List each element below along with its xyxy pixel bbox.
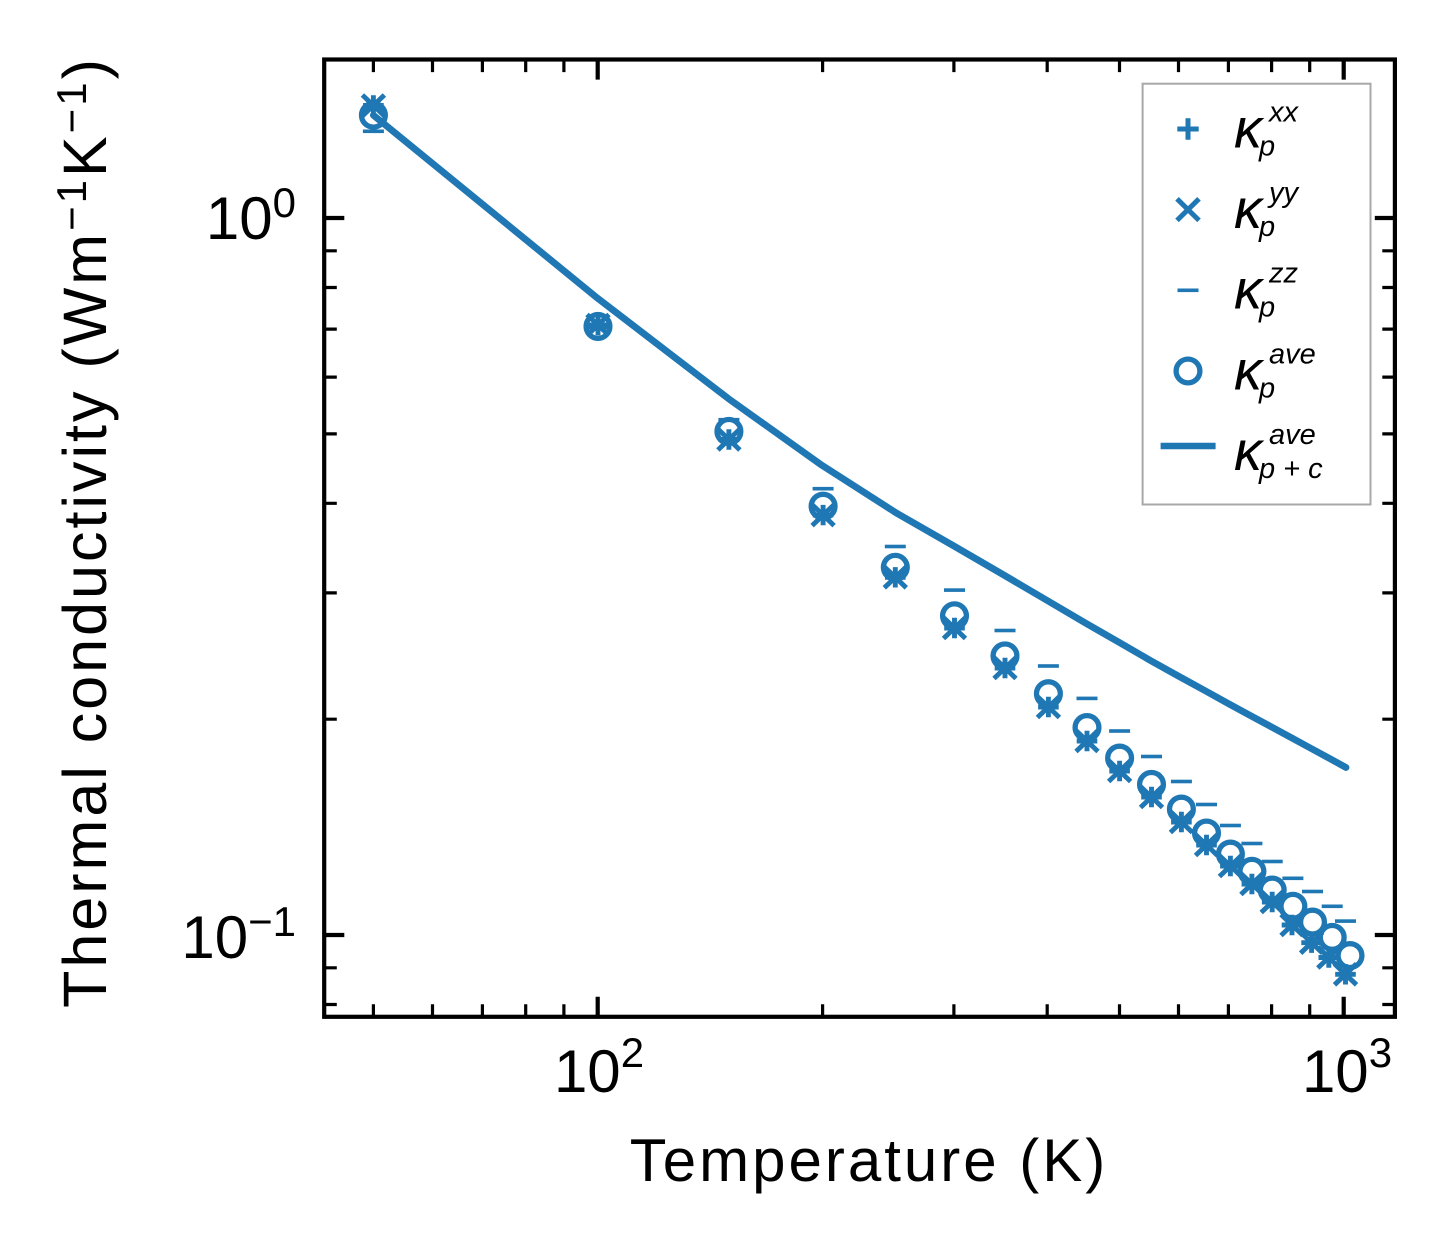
svg-text:p: p [1258, 292, 1275, 324]
svg-text:xx: xx [1267, 96, 1300, 128]
svg-text:p: p [1258, 211, 1275, 243]
svg-text:Temperature (K): Temperature (K) [630, 1127, 1108, 1194]
svg-text:κ: κ [1234, 96, 1265, 159]
svg-text:10−1: 10−1 [181, 898, 296, 971]
svg-text:p: p [1258, 130, 1275, 162]
svg-text:κ: κ [1234, 419, 1265, 482]
svg-text:yy: yy [1267, 177, 1300, 209]
svg-text:p + c: p + c [1258, 453, 1323, 485]
svg-text:κ: κ [1234, 177, 1265, 240]
svg-text:p: p [1258, 372, 1275, 404]
svg-text:ave: ave [1269, 338, 1316, 370]
svg-text:κ: κ [1234, 338, 1265, 401]
svg-text:ave: ave [1269, 419, 1316, 451]
svg-text:zz: zz [1268, 258, 1299, 290]
svg-text:κ: κ [1234, 258, 1265, 321]
